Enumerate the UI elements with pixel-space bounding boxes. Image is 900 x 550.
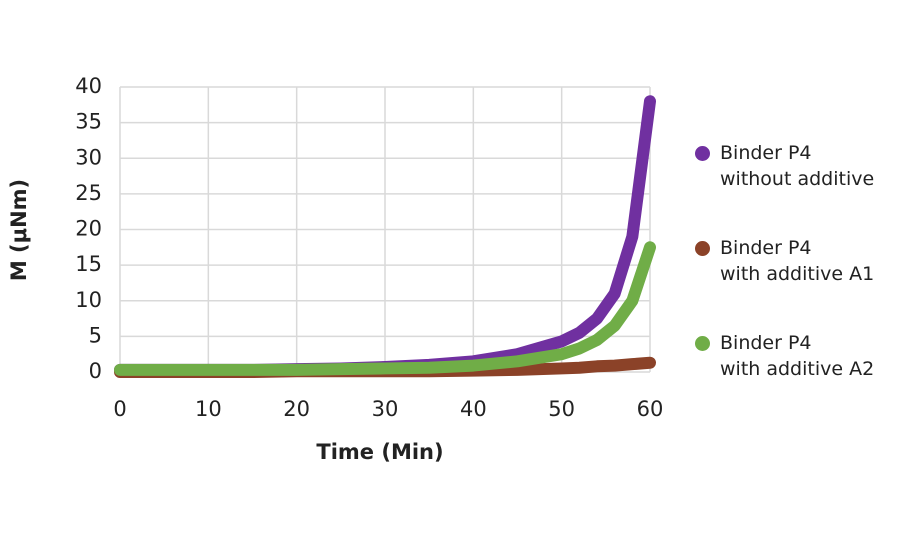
legend-marker: [695, 241, 710, 256]
y-tick-label: 20: [75, 217, 102, 241]
legend-marker: [695, 336, 710, 351]
x-tick-label: 30: [372, 397, 399, 421]
x-tick-label: 20: [283, 397, 310, 421]
x-tick-label: 60: [637, 397, 664, 421]
x-tick-label: 0: [113, 397, 126, 421]
y-axis-label: M (μNm): [7, 179, 31, 281]
y-tick-label: 30: [75, 145, 102, 169]
y-tick-label: 35: [75, 110, 102, 134]
legend: Binder P4 without additive Binder P4 with…: [695, 140, 874, 425]
x-tick-label: 40: [460, 397, 487, 421]
y-tick-label: 5: [89, 323, 102, 347]
legend-label: Binder P4 with additive A1: [720, 237, 875, 285]
legend-item: Binder P4 without additive: [695, 140, 874, 235]
legend-label: Binder P4 with additive A2: [720, 332, 875, 380]
y-tick-label: 15: [75, 252, 102, 276]
legend-label: Binder P4 without additive: [720, 142, 875, 190]
legend-item: Binder P4 with additive A2: [695, 330, 874, 425]
legend-item: Binder P4 with additive A1: [695, 235, 874, 330]
x-tick-label: 10: [195, 397, 222, 421]
y-tick-label: 25: [75, 181, 102, 205]
x-tick-label: 50: [548, 397, 575, 421]
x-axis-label: Time (Min): [316, 440, 443, 464]
series-line: [114, 241, 656, 376]
y-tick-label: 40: [75, 74, 102, 98]
legend-marker: [695, 146, 710, 161]
y-tick-label: 0: [89, 359, 102, 383]
y-tick-label: 10: [75, 288, 102, 312]
